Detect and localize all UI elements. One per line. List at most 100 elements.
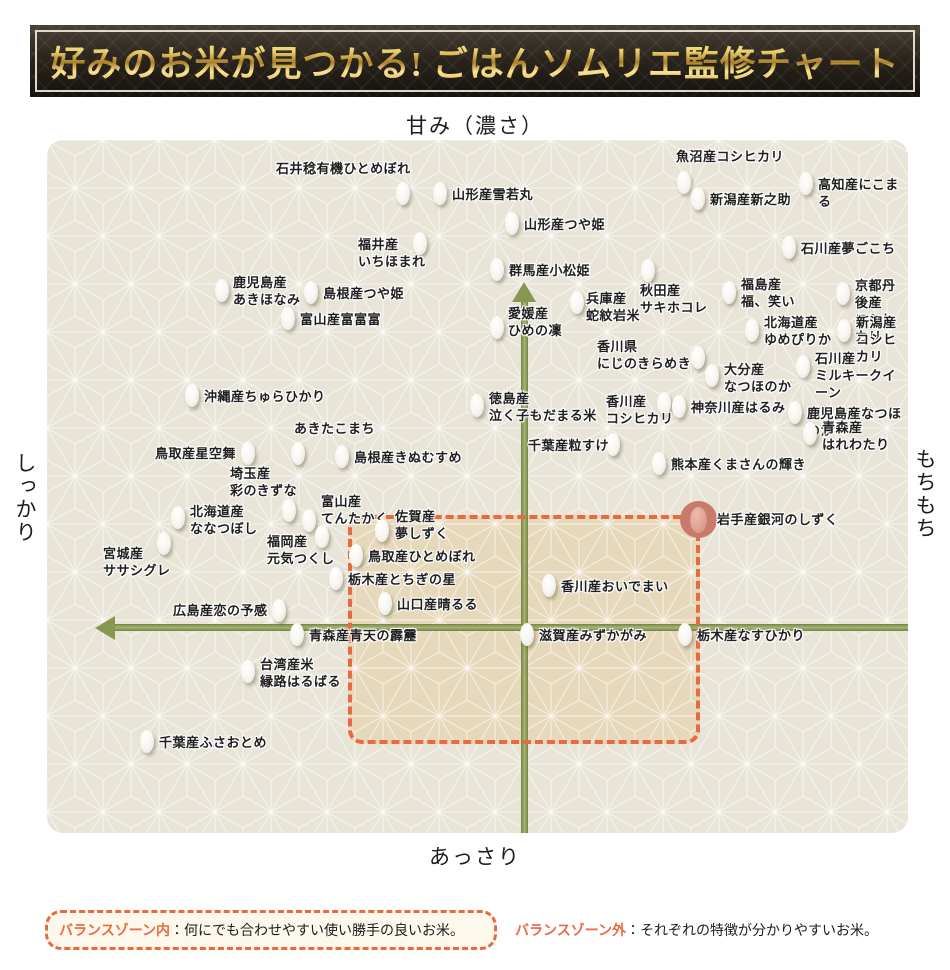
rice-grain-icon: [272, 598, 286, 622]
rice-grain-icon: [691, 186, 705, 210]
rice-grain-icon: [241, 441, 255, 465]
asanoha-pattern: [47, 140, 908, 833]
rice-label: 鳥取産ひとめぼれ: [368, 549, 476, 564]
rice-grain-icon: [378, 591, 392, 615]
rice-grain-icon: [837, 318, 851, 342]
rice-grain-icon: [796, 354, 810, 378]
rice-label: 新潟産新之助: [710, 192, 792, 207]
rice-grain-icon: [799, 171, 813, 195]
rice-label: 千葉産粒すけ: [528, 438, 610, 453]
rice-label: 富山産富富富: [300, 312, 382, 327]
rice-grain-icon: [433, 181, 447, 205]
rice-label: 岩手産銀河のしずく: [717, 512, 839, 527]
rice-grain-icon: [745, 318, 759, 342]
rice-grain-icon: [215, 278, 229, 302]
page-title: 好みのお米が見つかる! ごはんソムリエ監修チャート: [50, 36, 899, 87]
rice-label: 千葉産ふさおとめ: [159, 735, 268, 750]
rice-label: 秋田産 サキホコレ: [640, 283, 708, 315]
rice-grain-icon: [140, 729, 154, 753]
rice-label: 山口産晴るる: [397, 597, 479, 612]
points-layer: 石井稔有機ひとめぼれ 山形産雪若丸 山形産つや姫 福井産 いちほまれ 鹿児島産 あきほな…: [47, 140, 908, 833]
legend-inside-desc: ：何にでも合わせやすい使い勝手の良いお米。: [170, 922, 465, 938]
rice-grain-icon: [672, 394, 686, 418]
axis-label-sticky: もちもち: [913, 448, 937, 540]
axis-arrow-left-icon: [95, 616, 115, 640]
rice-label: 香川県 にじのきらめき: [597, 339, 692, 371]
rice-label: 福島産 福、笑い: [741, 277, 796, 309]
rice-grain-icon: [803, 421, 817, 445]
rice-grain-icon: [241, 659, 255, 683]
rice-label: 島根産つや姫: [323, 286, 405, 301]
rice-label: 鹿児島産 あきほなみ: [233, 275, 301, 307]
axis-label-light: あっさり: [429, 845, 521, 869]
rice-label: 新潟産 コシヒカリ: [856, 315, 897, 364]
rice-grain-icon: [396, 181, 410, 205]
rice-label: 徳島産 泣く子もだまる米: [489, 391, 597, 423]
rice-grain-icon: [691, 345, 705, 369]
horizontal-axis-line: [111, 624, 908, 631]
axis-arrow-up-icon: [512, 282, 536, 302]
rice-label: 栃木産なすひかり: [697, 628, 806, 643]
rice-grain-icon: [570, 290, 584, 314]
rice-grain-icon: [315, 524, 329, 548]
rice-grain-icon: [185, 383, 199, 407]
rice-label: 鳥取産星空舞: [155, 446, 237, 461]
rice-grain-icon: [542, 573, 556, 597]
rice-label: 福岡産 元気つくし: [267, 534, 335, 566]
rice-label: 北海道産 ななつぼし: [190, 504, 258, 536]
rice-grain-icon: [505, 211, 519, 235]
rice-grain-icon: [782, 235, 796, 259]
rice-label: 群馬産小松姫: [509, 263, 591, 278]
rice-grain-icon: [157, 531, 171, 555]
rice-label: 石川産夢ごこち: [801, 241, 896, 256]
legend-balance-zone-outside: バランスゾーン外：それぞれの特徴が分かりやすいお米。: [515, 920, 878, 940]
rice-grain-icon: [490, 315, 504, 339]
rice-grain-icon: [788, 400, 802, 424]
rice-grain-icon: [171, 505, 185, 529]
rice-label: 石井稔有機ひとめぼれ: [276, 161, 411, 176]
rice-label: 愛媛産 ひめの凜: [508, 306, 563, 338]
rice-grain-icon: [375, 518, 389, 542]
rice-grain-icon: [291, 441, 305, 465]
rice-grain-icon: [413, 231, 427, 255]
legend-outside-desc: ：それぞれの特徴が分かりやすいお米。: [626, 922, 879, 938]
rice-grain-icon: [490, 257, 504, 281]
rice-label: 台湾産米 縁路はるばる: [260, 657, 342, 689]
rice-grain-icon: [290, 622, 304, 646]
legend-balance-zone-inside: バランスゾーン内 ：何にでも合わせやすい使い勝手の良いお米。: [45, 910, 497, 950]
rice-label: 高知産にこまる: [818, 177, 899, 209]
rice-grain-icon: [677, 170, 691, 194]
rice-grain-icon: [652, 451, 666, 475]
rice-label: 大分産 なつほのか: [724, 362, 792, 394]
rice-grain-icon: [705, 363, 719, 387]
rice-grain-icon: [689, 506, 707, 533]
rice-label: 青森産青天の霹靂: [309, 628, 418, 643]
rice-label: 北海道産 ゆめぴりか: [764, 315, 832, 347]
rice-grain-icon: [335, 444, 349, 468]
highlight-circle: [679, 500, 717, 538]
rice-label: 神奈川産はるみ: [691, 400, 786, 415]
rice-label: あきたこまち: [294, 421, 376, 436]
rice-grain-icon: [836, 281, 850, 305]
chart-panel: 石井稔有機ひとめぼれ 山形産雪若丸 山形産つや姫 福井産 いちほまれ 鹿児島産 あきほな…: [47, 140, 908, 833]
rice-label: 島根産きぬむすめ: [354, 450, 463, 465]
vertical-axis-line: [521, 296, 528, 833]
rice-label: 魚沼産コシヒカリ: [676, 149, 785, 164]
rice-label: 香川産 コシヒカリ: [606, 394, 674, 426]
rice-grain-icon: [606, 432, 620, 456]
rice-grain-icon: [722, 280, 736, 304]
rice-label: 福井産 いちほまれ: [358, 237, 426, 269]
rice-grain-icon: [657, 391, 671, 415]
rice-label: 滋賀産みずかがみ: [539, 628, 648, 643]
rice-label: 広島産恋の予感: [173, 603, 268, 618]
rice-label: 佐賀産 夢しずく: [395, 509, 449, 541]
title-banner-inner-frame: 好みのお米が見つかる! ごはんソムリエ監修チャート: [35, 30, 915, 92]
rice-grain-icon: [302, 508, 316, 532]
title-banner: 好みのお米が見つかる! ごはんソムリエ監修チャート: [30, 25, 920, 97]
rice-grain-icon: [304, 280, 318, 304]
legend-outside-label: バランスゾーン外: [515, 922, 627, 938]
rice-grain-icon: [329, 566, 343, 590]
rice-grain-icon: [282, 498, 296, 522]
rice-label: 兵庫産 蛇紋岩米: [586, 291, 641, 323]
